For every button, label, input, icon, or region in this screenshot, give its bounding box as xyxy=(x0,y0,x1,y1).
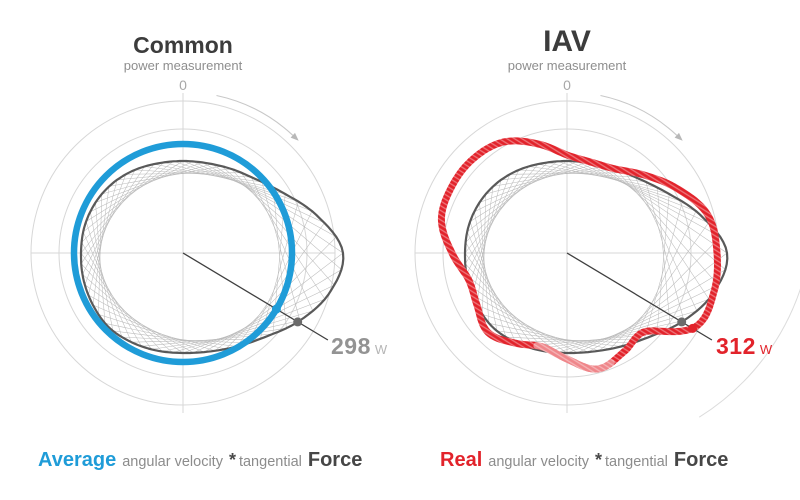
decorative-background-arc xyxy=(698,288,800,418)
caption-force: Force xyxy=(673,449,729,471)
caption-tangential: tangential xyxy=(238,454,302,470)
panel-common-plot xyxy=(30,93,345,413)
power-readout: 298 W xyxy=(331,335,387,358)
caption-angular-velocity: angular velocity xyxy=(488,454,589,470)
force-hatching xyxy=(80,160,344,354)
caption-force: Force xyxy=(307,449,363,471)
caption-tangential: tangential xyxy=(605,454,668,470)
velocity-sample-dot xyxy=(688,323,697,333)
power-readout: 312 W xyxy=(716,335,772,358)
real-velocity-curve xyxy=(437,137,721,373)
formula-caption: Real angular velocity * tangential Force xyxy=(440,448,734,472)
power-pointer-line xyxy=(182,252,329,341)
caption-real: Real xyxy=(440,449,483,471)
force-hatching xyxy=(464,160,728,354)
power-unit: W xyxy=(759,342,773,357)
force-sample-dot xyxy=(293,317,303,327)
rotation-direction-arc xyxy=(600,94,678,136)
power-pointer-line xyxy=(566,252,713,341)
multiply-symbol: * xyxy=(595,450,603,470)
power-unit: W xyxy=(374,342,388,357)
multiply-symbol: * xyxy=(228,450,236,470)
power-value: 312 xyxy=(716,333,756,359)
force-sample-dot xyxy=(677,317,687,327)
panel-subtitle: power measurement xyxy=(123,58,243,73)
panel-subtitle: power measurement xyxy=(507,58,627,73)
rotation-arrow-head xyxy=(674,132,683,141)
rotation-direction-arc xyxy=(216,94,294,136)
average-velocity-circle xyxy=(70,140,296,366)
power-value: 298 xyxy=(331,333,371,359)
zero-angle-label: 0 xyxy=(563,77,571,93)
formula-caption: Average angular velocity * tangential Force xyxy=(38,448,368,472)
real-velocity-curve-fade xyxy=(533,342,615,373)
velocity-sample-dot xyxy=(271,304,281,314)
panel-iav-plot xyxy=(414,93,729,413)
panel-title: IAV xyxy=(543,25,591,58)
zero-angle-label: 0 xyxy=(179,77,187,93)
panel-title: Common xyxy=(133,32,233,58)
caption-angular-velocity: angular velocity xyxy=(122,454,223,470)
caption-average: Average xyxy=(38,449,117,471)
rotation-arrow-head xyxy=(290,132,299,141)
